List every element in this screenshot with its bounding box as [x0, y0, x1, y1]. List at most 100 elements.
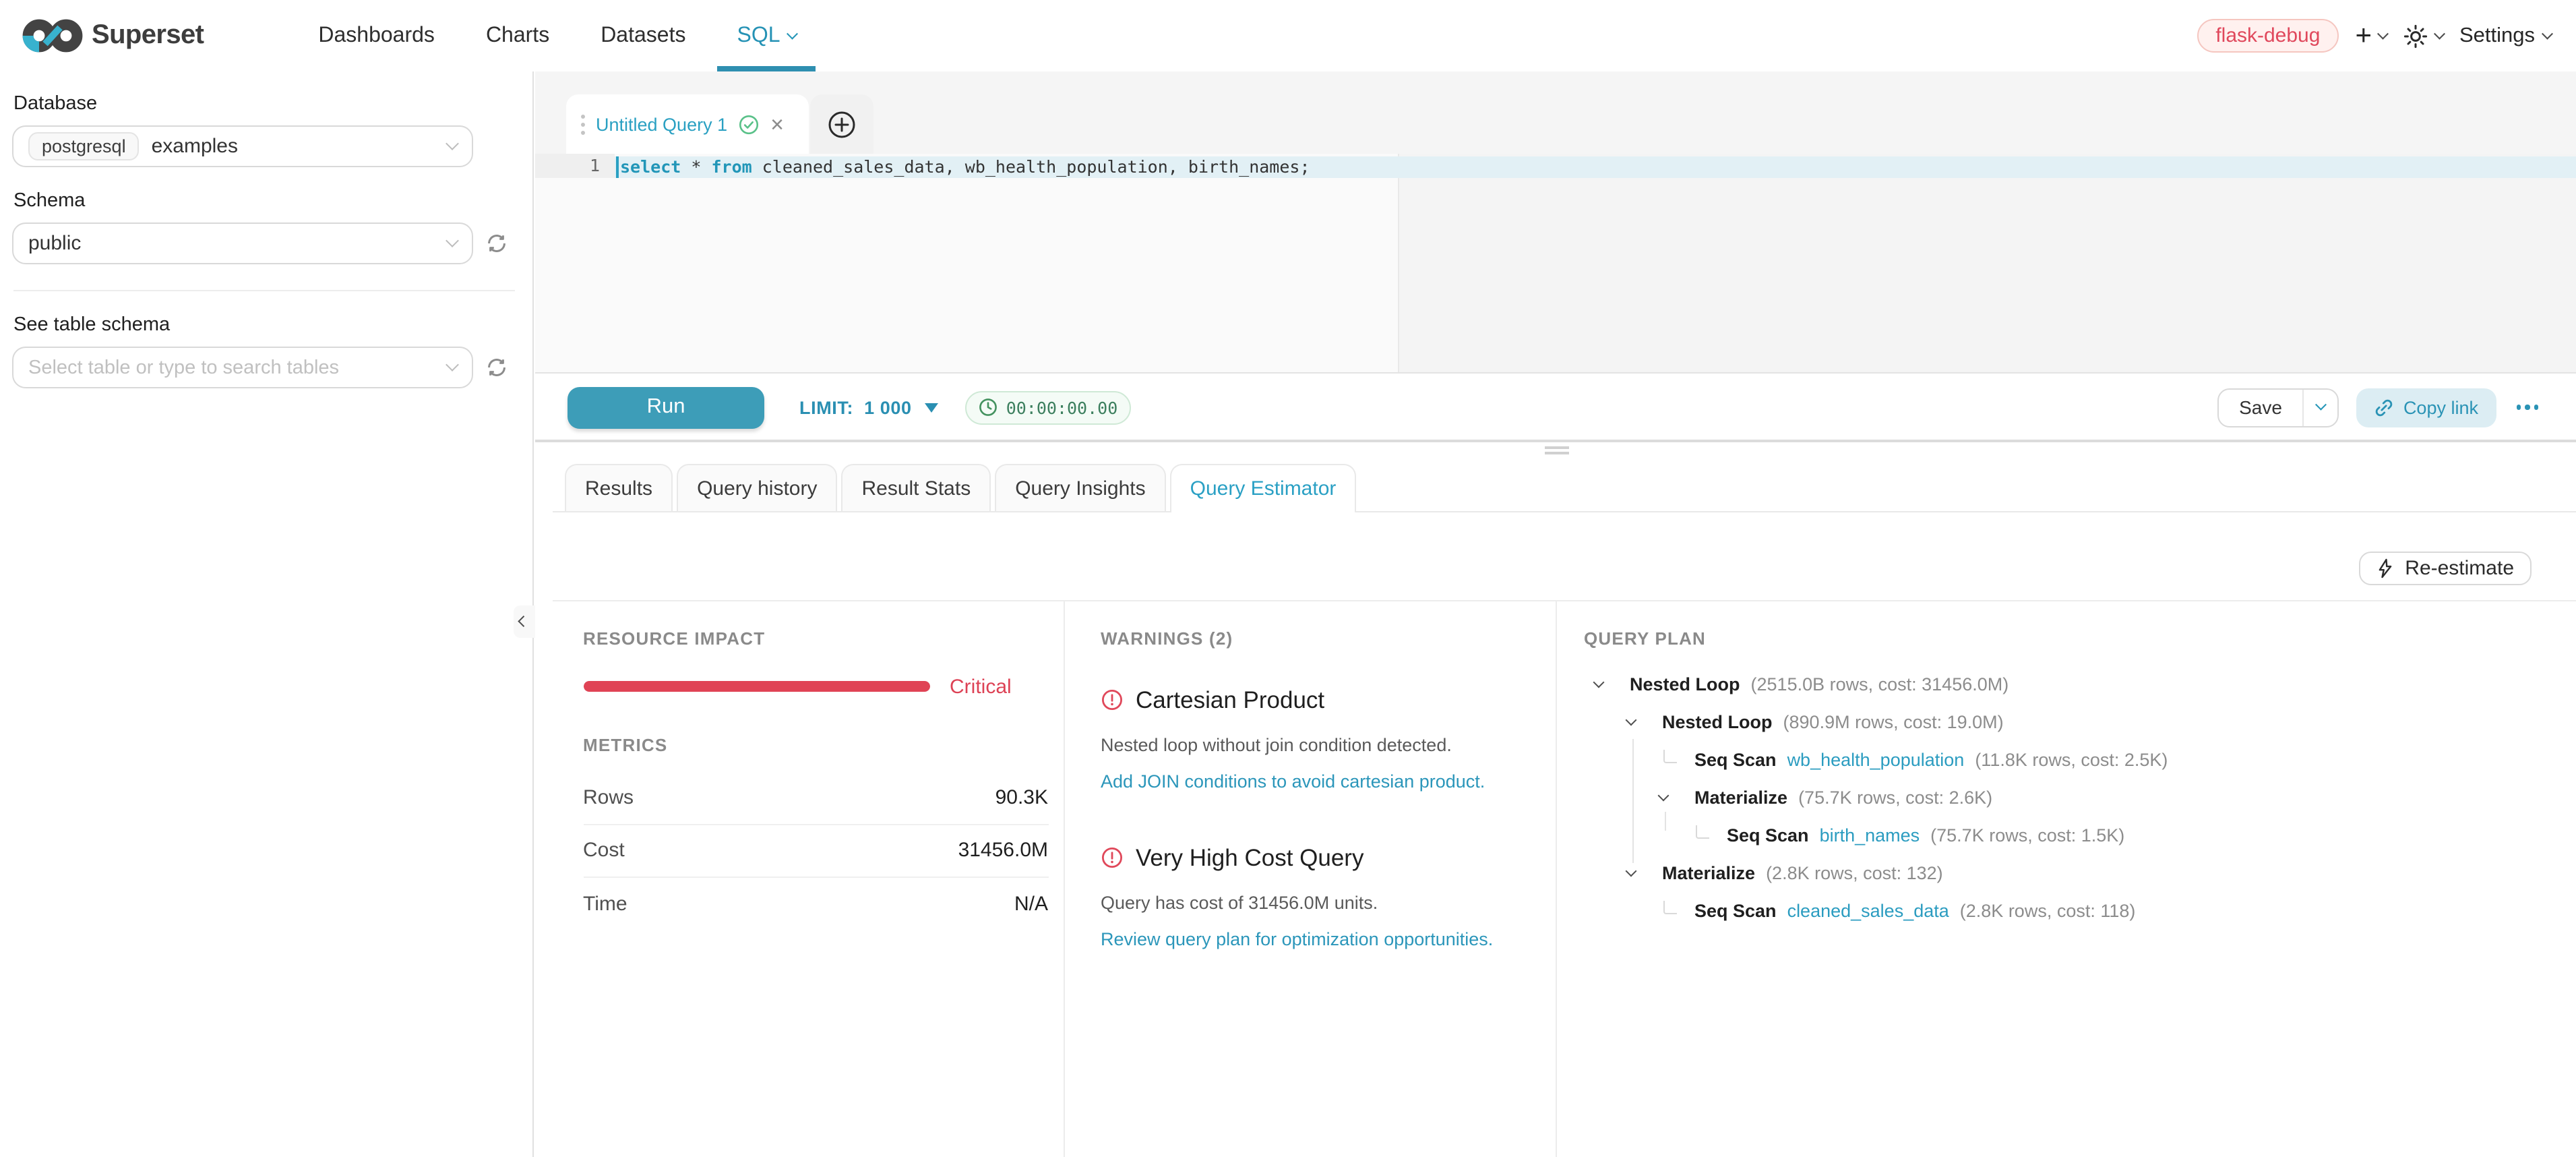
warning-title: Cartesian Product: [1136, 686, 1325, 713]
plan-node-seq-scan[interactable]: Seq Scan birth_names (75.7K rows, cost: …: [1584, 817, 2563, 854]
plan-node-seq-scan[interactable]: Seq Scan wb_health_population (11.8K row…: [1584, 741, 2563, 779]
nav-item-sql[interactable]: SQL: [711, 0, 821, 71]
print-margin-zone: [1398, 154, 2576, 372]
chevron-down-icon: [2434, 28, 2445, 38]
database-label: Database: [13, 93, 98, 115]
tab-query-estimator[interactable]: Query Estimator: [1169, 464, 1357, 512]
editor-gutter: 1: [535, 154, 615, 372]
refresh-tables-button[interactable]: [485, 356, 508, 379]
query-plan-tree: Nested Loop (2515.0B rows, cost: 31456.0…: [1584, 665, 2563, 930]
refresh-schema-button[interactable]: [485, 232, 508, 255]
limit-dropdown[interactable]: LIMIT: 1 000: [799, 397, 939, 417]
active-line-highlight: [615, 156, 2576, 177]
tree-guide-line: [1632, 738, 1634, 862]
table-select[interactable]: Select table or type to search tables: [12, 347, 473, 388]
plan-node-materialize[interactable]: Materialize (75.7K rows, cost: 2.6K): [1584, 779, 2563, 817]
impact-progress-bar: [583, 680, 929, 692]
plan-node-nested-loop[interactable]: Nested Loop (2515.0B rows, cost: 31456.0…: [1584, 665, 2563, 703]
drag-handle-icon: [581, 114, 585, 134]
estimator-columns: RESOURCE IMPACT Critical METRICS Rows 90…: [553, 599, 2576, 1157]
column-divider: [1064, 601, 1065, 1157]
run-button[interactable]: Run: [568, 386, 764, 428]
expand-chevron-icon[interactable]: [1625, 865, 1637, 877]
table-link[interactable]: birth_names: [1819, 825, 1920, 846]
sql-code-editor[interactable]: 1 select * from cleaned_sales_data, wb_h…: [535, 154, 2576, 372]
tab-result-stats[interactable]: Result Stats: [841, 464, 991, 511]
close-tab-icon[interactable]: ×: [770, 111, 784, 137]
metric-row-cost: Cost 31456.0M: [583, 825, 1048, 877]
impact-progress-fill: [583, 680, 929, 692]
tab-results[interactable]: Results: [565, 464, 673, 511]
new-query-tab-button[interactable]: [810, 94, 873, 154]
warning-high-cost: Very High Cost Query Query has cost of 3…: [1101, 843, 1505, 949]
new-item-button[interactable]: +: [2355, 22, 2389, 50]
theme-toggle[interactable]: [2403, 24, 2445, 48]
warnings-title: WARNINGS (2): [1101, 628, 1233, 648]
tab-query-insights[interactable]: Query Insights: [995, 464, 1166, 511]
chevron-down-icon: [787, 28, 797, 38]
brand-name: Superset: [92, 20, 204, 50]
save-button[interactable]: Save: [2239, 396, 2282, 418]
expand-chevron-icon[interactable]: [1625, 714, 1637, 726]
chevron-down-icon: [446, 358, 459, 372]
database-select[interactable]: postgresql examples: [12, 125, 473, 167]
collapse-sidebar-handle[interactable]: [514, 605, 535, 638]
nav-item-dashboards[interactable]: Dashboards: [318, 24, 435, 47]
query-tab[interactable]: Untitled Query 1 ×: [566, 94, 809, 154]
tree-elbow-connector: [1663, 900, 1677, 914]
chevron-down-icon: [2378, 28, 2389, 38]
results-tabbar: Results Query history Result Stats Query…: [553, 464, 2576, 512]
tree-guide-line: [1665, 811, 1666, 830]
nav-item-charts[interactable]: Charts: [485, 24, 550, 47]
warning-action-link[interactable]: Review query plan for optimization oppor…: [1101, 928, 1494, 949]
tree-elbow-connector: [1663, 749, 1677, 763]
copy-link-button[interactable]: Copy link: [2356, 388, 2496, 427]
pane-splitter[interactable]: [535, 440, 2576, 442]
settings-menu[interactable]: Settings: [2459, 24, 2552, 48]
re-estimate-button[interactable]: Re-estimate: [2359, 552, 2532, 585]
lightning-icon: [2376, 558, 2394, 578]
check-circle-icon: [738, 114, 758, 134]
chevron-down-icon: [446, 234, 459, 247]
query-tab-title: Untitled Query 1: [596, 114, 728, 134]
superset-logo[interactable]: Superset: [22, 18, 204, 54]
plan-node-seq-scan[interactable]: Seq Scan cleaned_sales_data (2.8K rows, …: [1584, 892, 2563, 930]
chevron-down-icon: [2315, 399, 2326, 410]
tree-elbow-connector: [1696, 825, 1709, 838]
results-pane: Results Query history Result Stats Query…: [535, 444, 2576, 1157]
resource-impact-column: RESOURCE IMPACT Critical METRICS Rows 90…: [583, 628, 1048, 930]
warning-action-link[interactable]: Add JOIN conditions to avoid cartesian p…: [1101, 771, 1485, 791]
navbar: Superset Dashboards Charts Datasets SQL …: [0, 0, 2576, 71]
schema-label: Schema: [13, 190, 86, 212]
table-link[interactable]: cleaned_sales_data: [1787, 901, 1949, 921]
more-actions-button[interactable]: [2513, 400, 2541, 415]
clock-icon: [979, 398, 998, 417]
warning-description: Query has cost of 31456.0M units.: [1101, 892, 1378, 912]
chevron-down-icon: [446, 137, 459, 150]
sun-icon: [2403, 24, 2428, 48]
query-tabstrip: Untitled Query 1 ×: [535, 71, 2576, 154]
expand-chevron-icon[interactable]: [1657, 790, 1669, 802]
plan-node-nested-loop[interactable]: Nested Loop (890.9M rows, cost: 19.0M): [1584, 703, 2563, 741]
nav-item-datasets[interactable]: Datasets: [601, 24, 686, 47]
impact-level-label: Critical: [950, 675, 1012, 698]
schema-value: public: [28, 232, 82, 255]
table-link[interactable]: wb_health_population: [1787, 750, 1965, 770]
metric-row-rows: Rows 90.3K: [583, 772, 1048, 825]
schema-select[interactable]: public: [12, 222, 473, 264]
metrics-title: METRICS: [583, 734, 668, 754]
chevron-down-icon: [2541, 28, 2552, 38]
save-options-button[interactable]: [2302, 389, 2337, 425]
database-value: examples: [151, 135, 238, 158]
navbar-right: flask-debug + Settings: [2197, 19, 2552, 53]
editor-toolbar: Run LIMIT: 1 000 00:00:00.00 Save: [535, 372, 2576, 441]
warning-icon: [1101, 689, 1122, 711]
query-plan-column: QUERY PLAN Nested Loop (2515.0B rows, co…: [1584, 628, 2563, 930]
column-divider: [1556, 601, 1557, 1157]
tab-query-history[interactable]: Query history: [677, 464, 838, 511]
plan-node-materialize[interactable]: Materialize (2.8K rows, cost: 132): [1584, 854, 2563, 892]
sqllab-left-panel: Database postgresql examples Schema publ…: [0, 71, 534, 1157]
superset-infinity-icon: [22, 18, 84, 54]
expand-chevron-icon[interactable]: [1593, 676, 1605, 688]
splitter-drag-handle[interactable]: [1545, 446, 1569, 458]
